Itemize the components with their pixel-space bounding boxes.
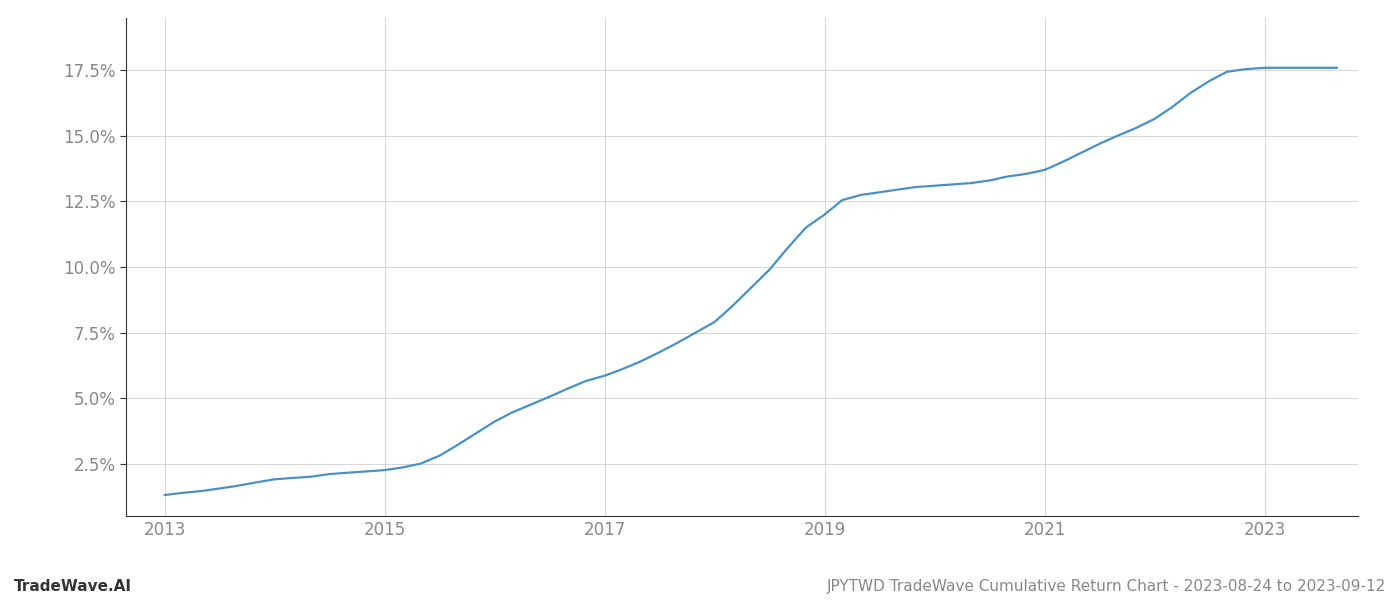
Text: TradeWave.AI: TradeWave.AI (14, 579, 132, 594)
Text: JPYTWD TradeWave Cumulative Return Chart - 2023-08-24 to 2023-09-12: JPYTWD TradeWave Cumulative Return Chart… (827, 579, 1386, 594)
